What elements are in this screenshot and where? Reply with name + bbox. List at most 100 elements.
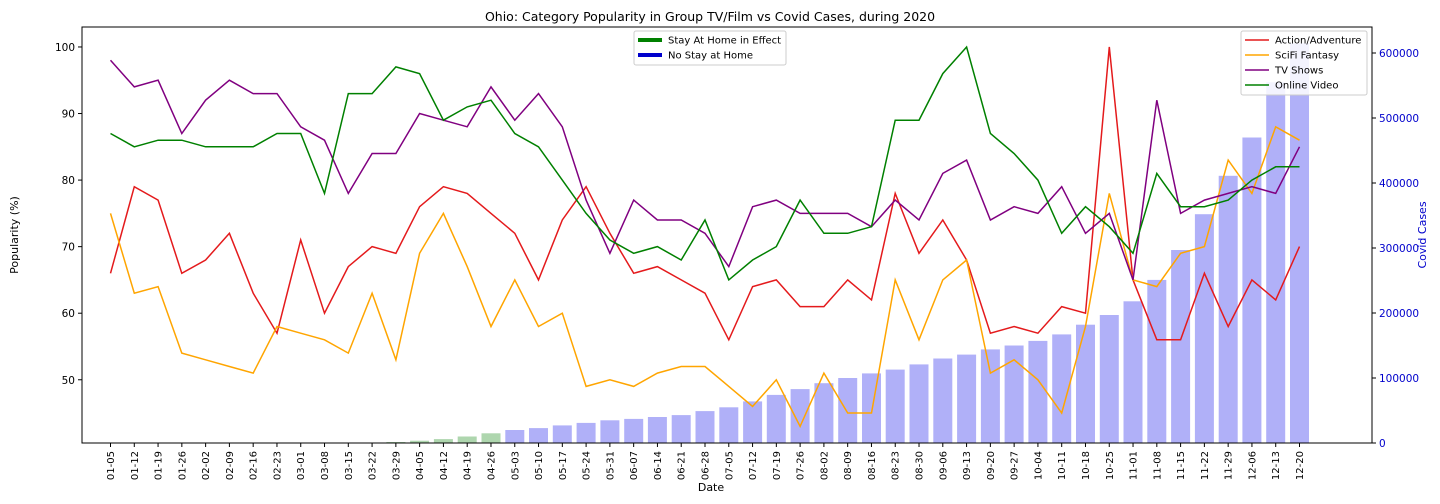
covid-bar	[1218, 175, 1238, 444]
y-tick-label: 50	[62, 375, 75, 387]
x-tick-label: 12-06	[1247, 451, 1258, 480]
covid-bar	[814, 383, 834, 443]
x-tick-label: 05-10	[534, 451, 545, 480]
x-tick-label: 05-03	[510, 451, 521, 480]
y-axis-left: 50 60 70 80 90 100	[55, 42, 82, 387]
series-line-online-video	[110, 45, 1300, 282]
y2-tick-label: 200000	[1379, 308, 1419, 320]
x-tick-label: 03-22	[368, 451, 379, 480]
x-tick-label: 12-20	[1295, 451, 1306, 480]
x-tick-label: 12-13	[1271, 451, 1282, 480]
covid-bar	[766, 394, 786, 443]
x-tick-label: 06-14	[653, 451, 664, 480]
x-tick-label: 04-26	[486, 451, 497, 480]
y-tick-label: 80	[62, 175, 75, 187]
legend-bars: Stay At Home in Effect No Stay at Home	[633, 30, 787, 66]
x-tick-label: 04-05	[415, 451, 426, 480]
x-tick-label: 03-01	[296, 451, 307, 480]
x-tick-label: 06-28	[701, 451, 712, 480]
covid-bar	[743, 401, 763, 443]
covid-bar	[695, 411, 715, 443]
x-tick-label: 04-19	[463, 451, 474, 480]
series-line-scifi-fantasy	[109, 125, 1300, 429]
y2-tick-label: 0	[1379, 438, 1386, 450]
y2-tick-label: 400000	[1379, 178, 1419, 190]
covid-bar	[481, 433, 501, 444]
covid-bar	[933, 358, 953, 443]
x-tick-label: 08-02	[819, 451, 830, 480]
x-tick-label: 02-09	[225, 451, 236, 480]
legend-lines-label: Action/Adventure	[1275, 36, 1361, 47]
y-tick-label: 100	[55, 42, 75, 54]
y2-tick-label: 500000	[1379, 113, 1419, 125]
x-tick-label: 08-16	[867, 451, 878, 480]
chart-title: Ohio: Category Popularity in Group TV/Fi…	[485, 9, 935, 24]
covid-bar	[671, 415, 691, 443]
x-tick-label: 11-22	[1200, 451, 1211, 480]
legend-lines-label: SciFi Fantasy	[1275, 51, 1339, 62]
y-tick-label: 90	[62, 109, 75, 121]
covid-bar	[1194, 214, 1214, 443]
x-axis: 01-05 01-12 01-19 01-26 02-02 02-09 02-16 02-23…	[106, 443, 1306, 480]
x-tick-label: 05-24	[582, 451, 593, 480]
legend-lines-box	[1240, 30, 1368, 96]
x-tick-label: 10-25	[1105, 451, 1116, 480]
covid-bar	[1076, 324, 1095, 443]
covid-bar	[647, 417, 667, 443]
x-tick-label: 01-12	[130, 451, 141, 480]
x-tick-label: 07-12	[748, 451, 759, 480]
y2-tick-label: 300000	[1379, 243, 1419, 255]
x-tick-label: 09-13	[962, 451, 973, 480]
covid-bar	[529, 428, 548, 443]
x-tick-label: 01-05	[106, 451, 117, 480]
x-tick-label: 05-31	[605, 451, 616, 480]
plot-frame	[81, 26, 1373, 444]
covid-bar	[505, 430, 525, 443]
x-tick-label: 09-06	[938, 451, 949, 480]
bars-layer	[386, 43, 1309, 444]
series-line-action-adventure	[109, 46, 1301, 342]
x-tick-label: 08-30	[915, 451, 926, 480]
y2-tick-label: 100000	[1379, 373, 1419, 385]
covid-bar	[1099, 315, 1119, 443]
covid-bar	[719, 407, 739, 444]
covid-bar	[1266, 82, 1286, 444]
covid-bar	[552, 425, 572, 443]
legend-bars-label: Stay At Home in Effect	[668, 36, 781, 47]
x-tick-label: 10-18	[1081, 451, 1092, 480]
x-tick-label: 11-01	[1129, 451, 1140, 480]
covid-bar	[1004, 345, 1024, 443]
covid-bar	[1123, 301, 1143, 443]
covid-bar	[909, 364, 929, 443]
covid-bar	[885, 369, 905, 443]
x-tick-label: 02-02	[201, 451, 212, 480]
covid-bar	[1242, 137, 1262, 443]
x-tick-label: 01-19	[154, 451, 165, 480]
x-tick-label: 03-15	[344, 451, 355, 480]
covid-bar	[838, 378, 858, 443]
covid-bar	[980, 349, 1000, 443]
legend-lines: Action/Adventure SciFi Fantasy TV Shows Onl…	[1240, 30, 1368, 96]
y2-axis-label: Covid Cases	[1416, 201, 1429, 268]
x-tick-label: 02-16	[249, 451, 260, 480]
legend-bars-label: No Stay at Home	[668, 51, 753, 62]
x-tick-label: 11-15	[1176, 451, 1187, 480]
x-tick-label: 04-12	[439, 451, 450, 480]
x-tick-label: 11-08	[1152, 451, 1163, 480]
x-tick-label: 05-17	[558, 451, 569, 480]
covid-bar	[576, 422, 596, 443]
x-tick-label: 08-23	[891, 451, 902, 480]
y-tick-label: 70	[62, 242, 75, 254]
covid-bar	[1147, 279, 1167, 443]
covid-bar	[790, 389, 810, 443]
x-tick-label: 06-07	[629, 451, 640, 480]
covid-bar	[433, 439, 453, 443]
x-tick-label: 08-09	[843, 451, 854, 480]
x-tick-label: 06-21	[677, 451, 688, 480]
covid-bar	[410, 440, 430, 443]
covid-bar	[1052, 334, 1072, 443]
x-tick-label: 10-04	[1033, 451, 1044, 480]
x-tick-label: 11-29	[1224, 451, 1235, 480]
legend-bars-box	[633, 30, 787, 66]
